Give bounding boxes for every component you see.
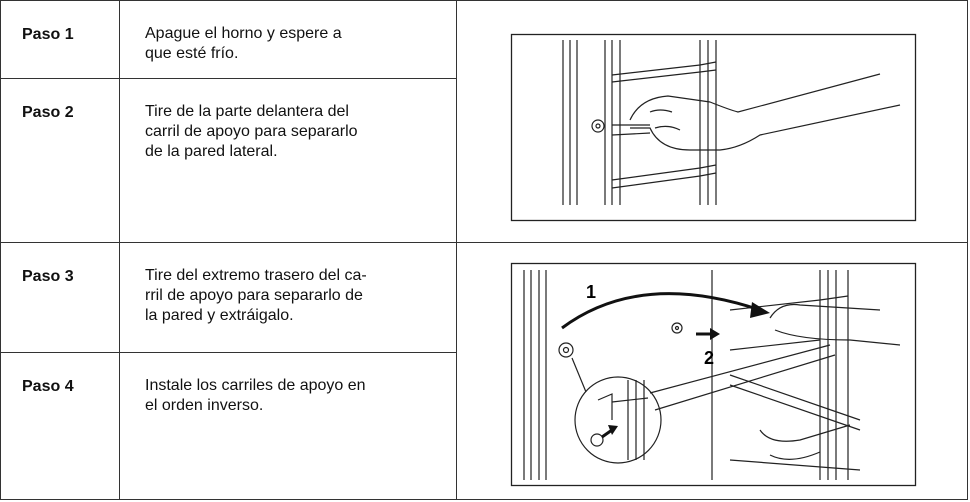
step-text: Tire del extremo trasero del ca-rril de … [145, 266, 367, 326]
text-line: la pared y extráigalo. [145, 307, 294, 324]
text-line: Instale los carriles de apoyo en [145, 377, 366, 394]
text-line: Apague el horno y espere a [145, 25, 342, 42]
callout: 1 [586, 282, 596, 302]
figure-2: 1 2 [510, 262, 917, 487]
step-text: Tire de la parte delantera del carril de … [145, 102, 358, 162]
callout: 2 [704, 348, 714, 368]
step-text: Instale los carriles de apoyo en el orden… [145, 376, 366, 416]
text-line: Tire de la parte delantera del [145, 103, 349, 120]
text-line: de la pared lateral. [145, 143, 278, 160]
step-text: Apague el horno y espere a que esté frío. [145, 24, 342, 64]
step-label: Paso 4 [22, 378, 74, 395]
text-line: que esté frío. [145, 45, 239, 62]
step-label: Paso 1 [22, 26, 74, 43]
text-line: rril de apoyo para separarlo de [145, 287, 363, 304]
text-line: el orden inverso. [145, 397, 264, 414]
text-line: carril de apoyo para separarlo [145, 123, 358, 140]
step-label: Paso 2 [22, 104, 74, 121]
step-label: Paso 3 [22, 268, 74, 285]
text-line: Tire del extremo trasero del ca- [145, 267, 367, 284]
figure-1 [510, 33, 917, 222]
